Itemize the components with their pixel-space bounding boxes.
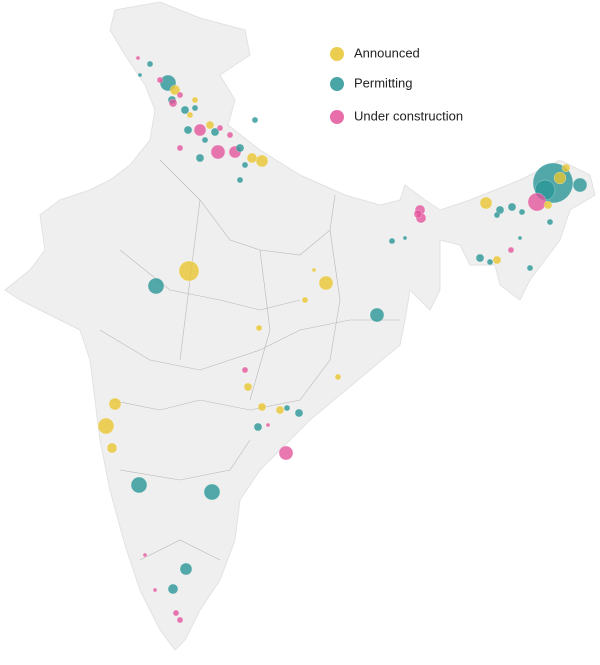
project-bubble (108, 397, 122, 411)
project-bubble (236, 176, 244, 184)
project-bubble (257, 402, 267, 412)
project-bubble (226, 131, 234, 139)
project-bubble (241, 366, 249, 374)
project-bubble (369, 307, 385, 323)
project-bubble (241, 161, 249, 169)
project-bubble (191, 104, 199, 112)
project-bubble (152, 587, 158, 593)
project-bubble (507, 202, 517, 212)
project-bubble (561, 163, 571, 173)
project-bubble (388, 237, 396, 245)
project-bubble (334, 373, 342, 381)
project-bubble (546, 218, 554, 226)
project-bubble (191, 96, 199, 104)
project-bubble (210, 144, 226, 160)
project-bubble (180, 105, 190, 115)
project-bubble (243, 382, 253, 392)
project-bubble (205, 120, 215, 130)
country-outline (4, 1, 596, 651)
project-bubble (402, 235, 408, 241)
project-bubble (318, 275, 334, 291)
project-bubble (235, 143, 245, 153)
project-bubble (195, 153, 205, 163)
project-bubble (265, 422, 271, 428)
project-bubble (135, 55, 141, 61)
project-bubble (146, 60, 154, 68)
project-bubble (518, 208, 526, 216)
project-bubble (183, 125, 193, 135)
project-bubble (553, 171, 567, 185)
project-bubble (301, 296, 309, 304)
project-bubble (147, 277, 165, 295)
project-bubble (106, 442, 118, 454)
project-bubble (413, 209, 423, 219)
project-bubble (493, 211, 501, 219)
project-bubble (176, 616, 184, 624)
project-bubble (137, 72, 143, 78)
project-bubble (526, 264, 534, 272)
project-bubble (176, 91, 184, 99)
project-bubble (486, 258, 494, 266)
project-bubble (251, 116, 259, 124)
project-bubble (543, 200, 553, 210)
project-bubble (167, 583, 179, 595)
india-shape (4, 1, 596, 651)
project-bubble (278, 445, 294, 461)
project-bubble (246, 152, 258, 164)
project-bubble (201, 136, 209, 144)
project-bubble (479, 196, 493, 210)
legend-swatch (330, 77, 344, 91)
project-bubble (169, 84, 181, 96)
project-bubble (294, 408, 304, 418)
project-bubble (142, 552, 148, 558)
project-bubble (253, 422, 263, 432)
project-bubble (210, 127, 220, 137)
project-bubble (517, 235, 523, 241)
legend-label: Permitting (354, 75, 413, 90)
project-bubble (527, 192, 547, 212)
project-bubble (130, 476, 148, 494)
project-bubble (186, 111, 194, 119)
legend-label: Announced (354, 45, 420, 60)
project-bubble (507, 246, 515, 254)
project-bubble (255, 324, 263, 332)
project-bubble (572, 177, 588, 193)
project-bubble (203, 483, 221, 501)
project-bubble (178, 260, 200, 282)
project-bubble (156, 76, 164, 84)
legend-swatch (330, 47, 344, 61)
project-bubble (283, 404, 291, 412)
project-bubble (275, 405, 285, 415)
project-bubble (475, 253, 485, 263)
project-bubble (193, 123, 207, 137)
project-bubble (176, 144, 184, 152)
legend-swatch (330, 110, 344, 124)
project-bubble (216, 124, 224, 132)
project-bubble (255, 154, 269, 168)
project-bubble (311, 267, 317, 273)
legend: Announced Permitting Under construction (330, 45, 463, 124)
project-bubbles (97, 55, 588, 624)
project-bubble (168, 98, 178, 108)
legend-label: Under construction (354, 108, 463, 123)
project-bubble (97, 417, 115, 435)
project-bubble (492, 255, 502, 265)
project-bubble (172, 609, 180, 617)
project-bubble (179, 562, 193, 576)
